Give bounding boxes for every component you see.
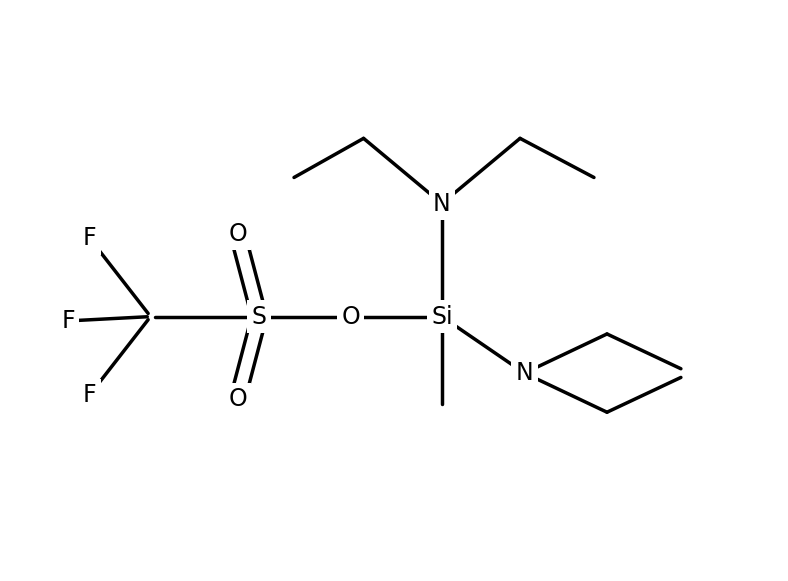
Text: N: N [433,192,451,216]
Text: N: N [515,361,533,385]
Text: F: F [83,227,96,250]
Text: O: O [341,304,360,329]
Text: Si: Si [431,304,452,329]
Text: O: O [229,387,247,411]
Text: O: O [229,222,247,246]
Text: S: S [251,304,267,329]
Text: F: F [83,383,96,407]
Text: F: F [61,309,75,333]
